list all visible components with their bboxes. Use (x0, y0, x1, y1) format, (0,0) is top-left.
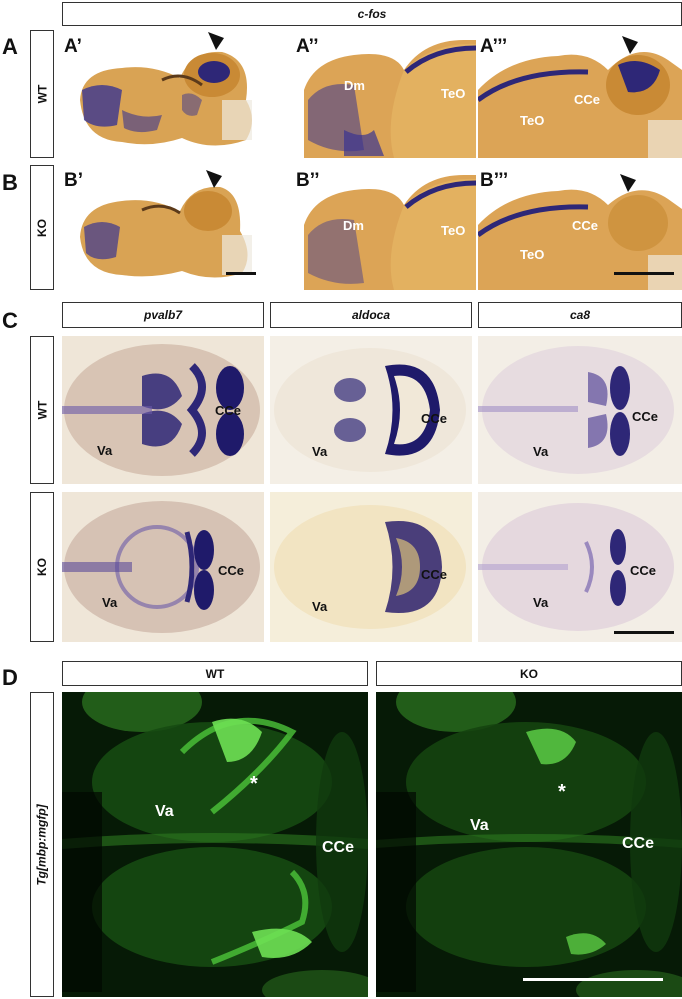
header-d-ko: KO (376, 661, 682, 686)
header-d-wt-text: WT (205, 666, 225, 681)
arrowhead-icon (622, 36, 638, 54)
label-c-wt-pvalb7-cce: CCe (215, 403, 242, 418)
row-label-a-wt: WT (30, 30, 54, 158)
label-a3-cce: CCe (574, 92, 601, 107)
image-d-ko-mgfp (376, 692, 682, 997)
image-c-wt-ca8 (478, 336, 682, 484)
label-b3-cce: CCe (572, 218, 599, 233)
label-c-ko-pvalb7-cce: CCe (218, 563, 245, 578)
scale-bar-b1 (226, 272, 256, 275)
image-a3-wt-cerebellum (478, 30, 682, 158)
label-c-ko-aldoca-va: Va (312, 599, 328, 614)
scale-bar-b3 (614, 272, 674, 275)
header-cfos: c-fos (62, 2, 682, 26)
asterisk-d-wt: * (250, 773, 258, 795)
panel-letter-c: C (2, 308, 18, 333)
sub-label-a1: A’ (64, 36, 82, 57)
image-c-wt-aldoca (270, 336, 472, 484)
row-label-d-tg: Tg[mbp:mgfp] (30, 692, 54, 997)
label-b2-teo: TeO (441, 223, 466, 238)
row-label-c-wt-text: WT (35, 400, 49, 420)
image-c-wt-pvalb7 (62, 336, 264, 484)
image-c-ko-ca8 (478, 492, 682, 642)
label-c-ko-pvalb7-va: Va (102, 595, 118, 610)
sub-label-b2: B’’ (296, 170, 320, 191)
arrowhead-icon (208, 32, 224, 50)
sub-label-a3: A’’’ (480, 36, 508, 57)
image-a2-wt-forebrain (294, 30, 476, 158)
header-d-ko-text: KO (520, 666, 538, 681)
panel-letter-b: B (2, 170, 18, 195)
asterisk-d-ko: * (558, 781, 566, 803)
image-d-wt-mgfp (62, 692, 368, 997)
label-d-ko-cce: CCe (622, 835, 655, 852)
image-b2-ko-forebrain (294, 165, 476, 290)
arrowhead-icon (206, 170, 222, 188)
label-c-wt-ca8-cce: CCe (632, 409, 659, 424)
image-b3-ko-cerebellum (478, 165, 682, 290)
row-label-b-ko-text: KO (35, 218, 49, 237)
scale-bar-c (614, 631, 674, 634)
label-c-wt-ca8-va: Va (533, 444, 549, 459)
label-c-ko-ca8-va: Va (533, 595, 549, 610)
label-c-wt-aldoca-va: Va (312, 444, 328, 459)
row-label-d-tg-text: Tg[mbp:mgfp] (35, 803, 49, 886)
label-c-ko-ca8-cce: CCe (630, 563, 657, 578)
header-pvalb7-text: pvalb7 (143, 308, 182, 322)
label-b3-teo: TeO (520, 247, 545, 262)
panel-letter-d: D (2, 665, 18, 690)
sub-label-b3: B’’’ (480, 170, 509, 191)
label-d-ko-va: Va (470, 817, 489, 834)
label-b2-dm: Dm (343, 218, 364, 233)
header-cfos-text: c-fos (357, 7, 387, 21)
header-ca8: ca8 (478, 302, 682, 328)
label-d-wt-cce: CCe (322, 839, 355, 856)
sub-label-a2: A’’ (296, 36, 319, 57)
image-c-ko-aldoca (270, 492, 472, 642)
arrowhead-icon (620, 174, 636, 192)
header-pvalb7: pvalb7 (62, 302, 264, 328)
label-a3-teo: TeO (520, 113, 545, 128)
label-d-wt-va: Va (155, 803, 174, 820)
row-label-b-ko: KO (30, 165, 54, 290)
row-label-a-wt-text: WT (35, 84, 49, 104)
scale-bar-d (523, 978, 663, 981)
sub-label-b1: B’ (64, 170, 83, 191)
panel-letter-a: A (2, 34, 18, 59)
label-c-wt-aldoca-cce: CCe (421, 411, 448, 426)
header-ca8-text: ca8 (569, 308, 591, 322)
image-b1-ko-lateral (62, 165, 258, 290)
label-a2-dm: Dm (344, 78, 365, 93)
header-d-wt: WT (62, 661, 368, 686)
header-aldoca-text: aldoca (351, 308, 390, 322)
label-a2-teo: TeO (441, 86, 466, 101)
image-c-ko-pvalb7 (62, 492, 264, 642)
label-c-ko-aldoca-cce: CCe (421, 567, 448, 582)
image-a1-wt-lateral (62, 30, 258, 158)
row-label-c-wt: WT (30, 336, 54, 484)
row-label-c-ko: KO (30, 492, 54, 642)
header-aldoca: aldoca (270, 302, 472, 328)
label-c-wt-pvalb7-va: Va (97, 443, 113, 458)
row-label-c-ko-text: KO (35, 558, 49, 576)
